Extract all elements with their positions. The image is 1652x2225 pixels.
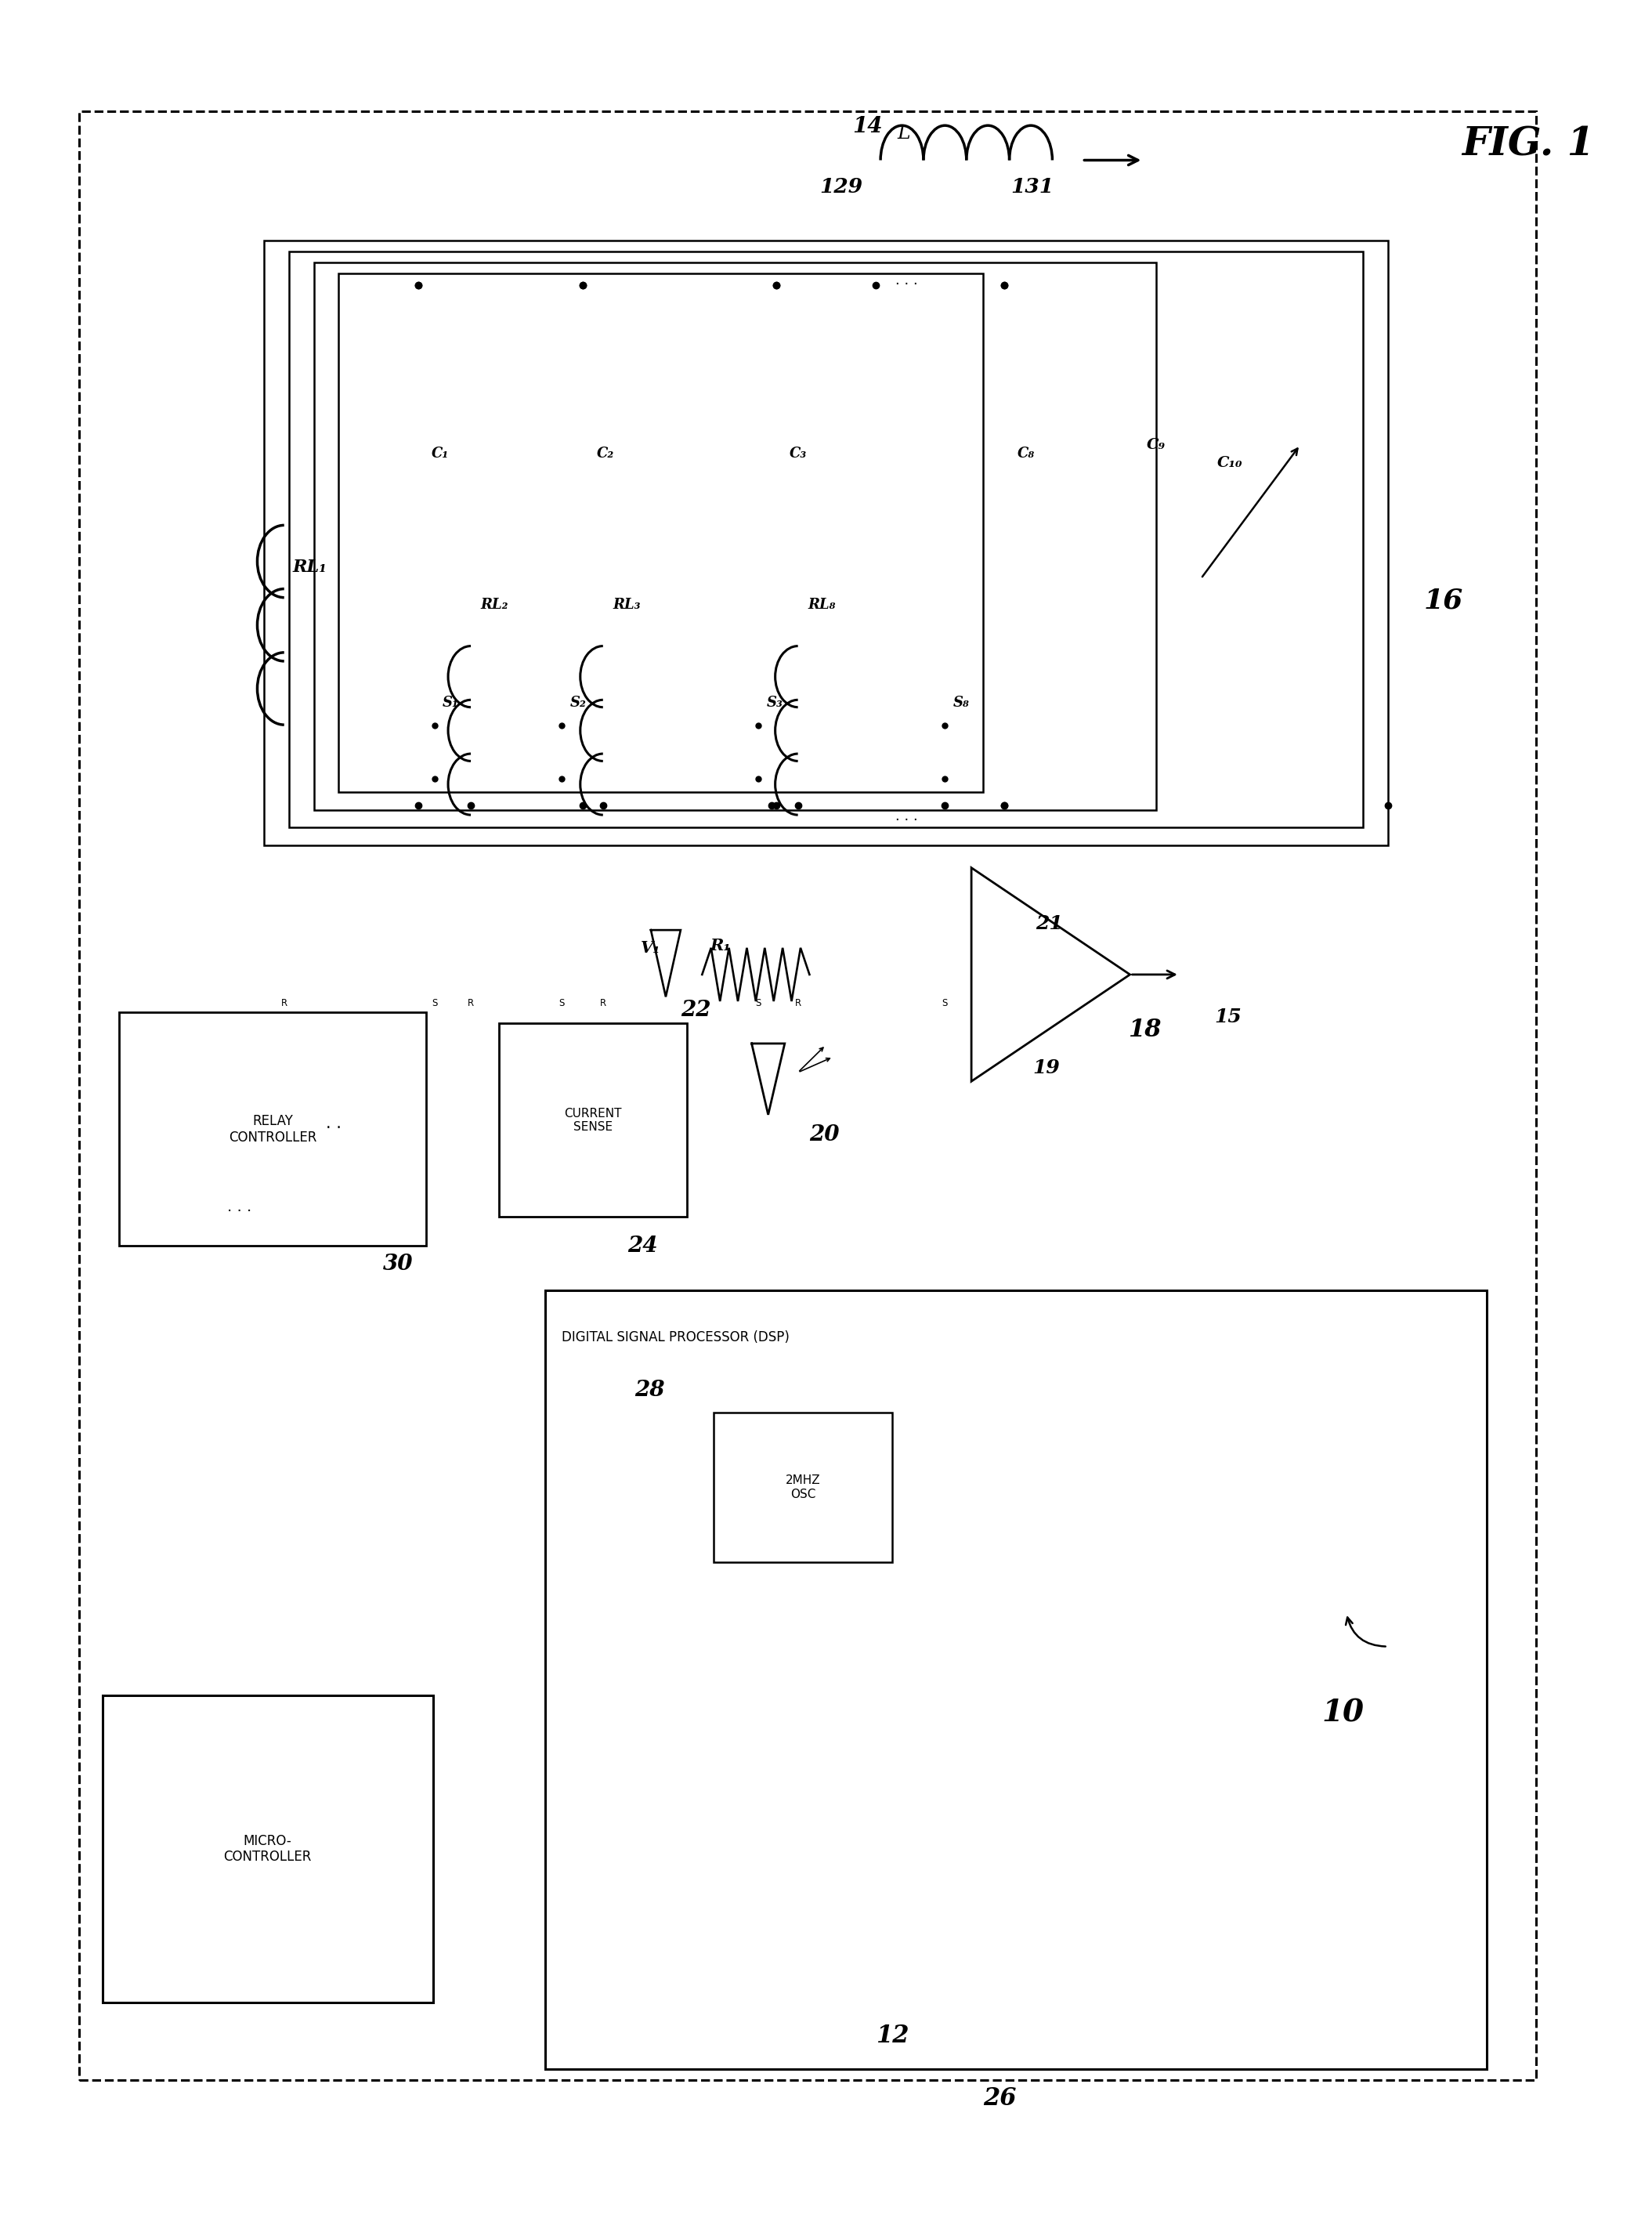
Text: 129: 129 <box>819 178 862 196</box>
Text: R₁: R₁ <box>710 937 732 955</box>
Text: S₂: S₂ <box>570 696 586 710</box>
Text: R: R <box>600 997 606 1008</box>
Text: R: R <box>795 997 801 1008</box>
Bar <box>119 1012 426 1246</box>
Text: 15: 15 <box>1214 1008 1241 1026</box>
Text: 21: 21 <box>1036 914 1062 932</box>
Text: C₃: C₃ <box>790 447 808 461</box>
Text: RL₂: RL₂ <box>481 599 509 612</box>
Text: . . .: . . . <box>895 810 919 823</box>
Text: C₂: C₂ <box>596 447 615 461</box>
Text: C₈: C₈ <box>1018 447 1036 461</box>
Text: 20: 20 <box>809 1124 839 1146</box>
Text: 131: 131 <box>1011 178 1054 196</box>
Text: CURRENT
SENSE: CURRENT SENSE <box>565 1108 621 1133</box>
Text: R: R <box>281 997 287 1008</box>
Bar <box>339 274 983 792</box>
Text: 26: 26 <box>983 2087 1016 2109</box>
Text: 12: 12 <box>876 2025 909 2047</box>
Text: RELAY
CONTROLLER: RELAY CONTROLLER <box>228 1115 317 1144</box>
Text: 28: 28 <box>634 1380 664 1402</box>
Text: . . .: . . . <box>228 1199 251 1215</box>
Text: C₁: C₁ <box>431 447 449 461</box>
Text: S₈: S₈ <box>953 696 970 710</box>
Text: DIGITAL SIGNAL PROCESSOR (DSP): DIGITAL SIGNAL PROCESSOR (DSP) <box>562 1331 790 1344</box>
Text: S₁: S₁ <box>443 696 459 710</box>
Text: 16: 16 <box>1424 587 1464 614</box>
Text: R: R <box>468 997 474 1008</box>
Text: . .: . . <box>325 1115 342 1133</box>
Text: C₉: C₉ <box>1146 438 1165 452</box>
Text: FIG. 1: FIG. 1 <box>1462 125 1594 165</box>
Bar <box>264 240 1388 846</box>
Bar <box>499 1024 687 1217</box>
Text: MICRO-
CONTROLLER: MICRO- CONTROLLER <box>223 1833 312 1865</box>
Bar <box>79 111 1536 2080</box>
Text: 14: 14 <box>852 116 882 138</box>
Text: C₁₀: C₁₀ <box>1218 456 1242 469</box>
Bar <box>102 1695 433 2002</box>
Text: S₃: S₃ <box>767 696 783 710</box>
Text: S: S <box>942 997 948 1008</box>
Text: 19: 19 <box>1032 1059 1059 1077</box>
Text: 2MHZ
OSC: 2MHZ OSC <box>785 1475 821 1500</box>
Text: RL₈: RL₈ <box>808 599 836 612</box>
Text: 18: 18 <box>1128 1019 1161 1041</box>
Text: V₁: V₁ <box>641 939 661 957</box>
Text: 30: 30 <box>383 1253 413 1275</box>
Bar <box>545 1290 1487 2069</box>
Text: S: S <box>558 997 565 1008</box>
Text: . . .: . . . <box>895 274 919 287</box>
Text: S: S <box>431 997 438 1008</box>
Bar <box>714 1413 892 1562</box>
Bar <box>289 251 1363 828</box>
Text: L: L <box>897 125 910 142</box>
Text: RL₁: RL₁ <box>292 558 327 576</box>
Text: S: S <box>755 997 762 1008</box>
Text: 22: 22 <box>681 999 710 1021</box>
Text: 10: 10 <box>1322 1698 1365 1729</box>
Text: RL₃: RL₃ <box>613 599 641 612</box>
Text: 24: 24 <box>628 1235 657 1257</box>
Bar <box>314 263 1156 810</box>
